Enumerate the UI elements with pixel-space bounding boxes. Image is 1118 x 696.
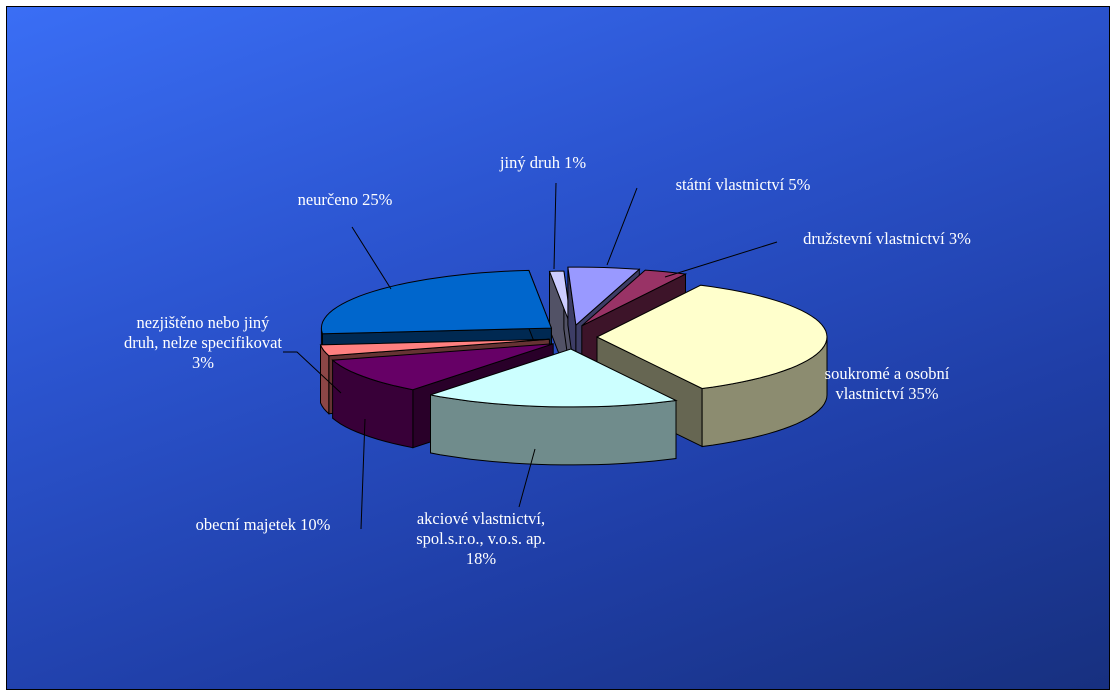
slice-label-5: nezjištěno nebo jiný druh, nelze specifik… <box>124 313 282 372</box>
pie-slice-top-6 <box>320 269 553 335</box>
slice-label-line: neurčeno 25% <box>298 190 393 209</box>
slice-label-line: akciové vlastnictví, <box>417 509 545 528</box>
leader-line-7 <box>553 182 557 270</box>
slice-label-line: 18% <box>466 549 497 568</box>
leader-lines <box>283 182 778 530</box>
leader-line-0 <box>606 187 638 266</box>
slice-label-line: nezjištěno nebo jiný <box>137 313 271 332</box>
pie-slice-top-5 <box>319 338 550 357</box>
slice-label-line: družstevní vlastnictví 3% <box>803 229 971 248</box>
slice-label-line: spol.s.r.o., v.o.s. ap. <box>416 529 546 548</box>
leader-line-1 <box>664 241 778 278</box>
pie-slice-3 <box>430 348 678 466</box>
slice-label-line: státní vlastnictví 5% <box>676 175 811 194</box>
slice-labels: státní vlastnictví 5% družstevní vlastnic… <box>124 153 971 568</box>
slice-label-7: jiný druh 1% <box>499 153 586 172</box>
leader-line-5 <box>283 351 342 394</box>
slice-label-line: 3% <box>192 353 214 372</box>
slice-label-line: druh, nelze specifikovat <box>124 333 282 352</box>
pie-slice-side-5 <box>320 344 330 415</box>
leader-line-6 <box>351 226 392 290</box>
pie-slice-top-4 <box>331 343 554 391</box>
slice-label-line: obecní majetek 10% <box>196 515 331 534</box>
pie-slice-top-3 <box>430 348 678 408</box>
chart-frame: státní vlastnictví 5% družstevní vlastnic… <box>6 6 1110 690</box>
pie-slice-top-2 <box>595 284 828 390</box>
slice-label-2: soukromé a osobní vlastnictví 35% <box>825 364 950 403</box>
pie-sides <box>319 266 828 466</box>
slice-label-3: akciové vlastnictví, spol.s.r.o., v.o.s. … <box>416 509 546 568</box>
leader-line-3 <box>518 448 536 508</box>
slice-label-6: neurčeno 25% <box>298 190 393 209</box>
slice-label-line: soukromé a osobní <box>825 364 950 383</box>
slice-label-1: družstevní vlastnictví 3% <box>803 229 971 248</box>
slice-label-line: vlastnictví 35% <box>835 384 938 403</box>
leader-line-4 <box>360 418 366 530</box>
slice-label-4: obecní majetek 10% <box>196 515 331 534</box>
pie-slice-top-1 <box>581 269 688 327</box>
pie-slice-top-0 <box>567 266 641 327</box>
pie-slice-top-7 <box>548 270 573 330</box>
slice-label-line: jiný druh 1% <box>499 153 586 172</box>
pie-chart: státní vlastnictví 5% družstevní vlastnic… <box>124 153 971 568</box>
slice-label-0: státní vlastnictví 5% <box>676 175 811 194</box>
